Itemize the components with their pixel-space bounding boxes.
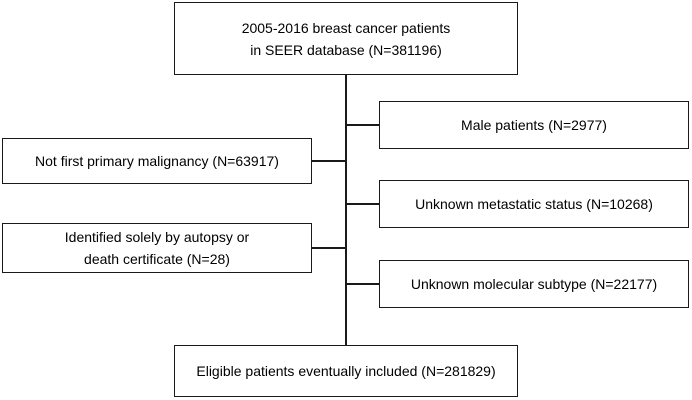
exclusion-male-label: Male patients (N=2977) <box>461 117 607 133</box>
final-population-label: Eligible patients eventually included (N… <box>196 363 496 379</box>
connector-autopsy <box>312 247 346 249</box>
exclusion-box-molecular-subtype: Unknown molecular subtype (N=22177) <box>379 260 689 308</box>
exclusion-box-not-first-primary: Not first primary malignancy (N=63917) <box>2 138 312 184</box>
exclusion-box-metastatic-status: Unknown metastatic status (N=10268) <box>379 180 689 228</box>
exclusion-box-male: Male patients (N=2977) <box>379 101 689 149</box>
final-population-box: Eligible patients eventually included (N… <box>174 345 518 397</box>
exclusion-autopsy-line1: Identified solely by autopsy or <box>64 229 250 245</box>
connector-metastatic <box>346 203 379 205</box>
connector-subtype <box>346 283 379 285</box>
initial-population-box: 2005-2016 breast cancer patients in SEER… <box>174 2 518 75</box>
initial-population-line1: 2005-2016 breast cancer patients <box>241 19 451 36</box>
exclusion-box-autopsy: Identified solely by autopsy or death ce… <box>2 223 312 273</box>
initial-population-line2: in SEER database (N=381196) <box>250 41 442 58</box>
main-flow-line <box>345 75 347 345</box>
connector-not-first <box>312 160 346 162</box>
exclusion-subtype-label: Unknown molecular subtype (N=22177) <box>410 276 658 292</box>
connector-male <box>346 124 379 126</box>
exclusion-not-first-label: Not first primary malignancy (N=63917) <box>35 153 279 169</box>
exclusion-autopsy-line2: death certificate (N=28) <box>84 251 230 267</box>
exclusion-metastatic-label: Unknown metastatic status (N=10268) <box>415 196 653 212</box>
